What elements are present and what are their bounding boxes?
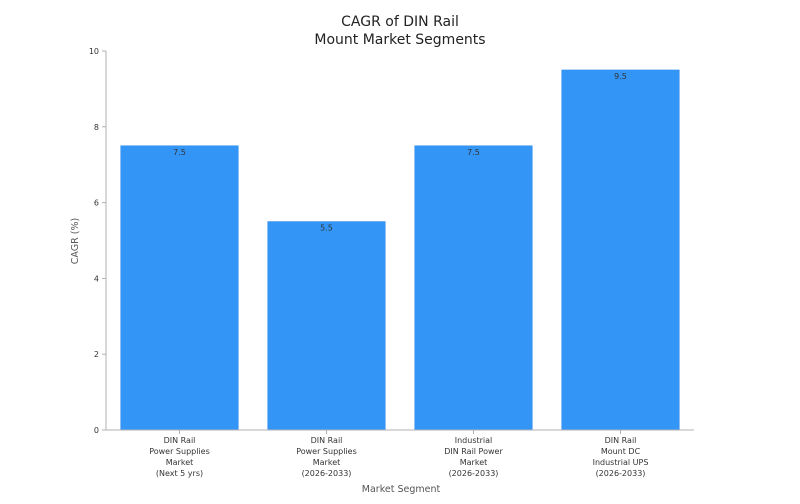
y-tick-label: 10	[89, 47, 99, 56]
x-axis-label: Market Segment	[362, 484, 441, 495]
x-tick-label: (2026-2033)	[596, 469, 646, 478]
x-tick-label: DIN Rail	[605, 436, 637, 445]
data-label: 7.5	[467, 148, 480, 157]
data-labels-group: 7.5 5.5 7.5 9.5	[173, 72, 627, 233]
data-label: 5.5	[320, 224, 333, 233]
x-tick-label: Industrial UPS	[593, 458, 649, 467]
x-tick-label: (2026-2033)	[449, 469, 499, 478]
chart-title-line-1: CAGR of DIN Rail	[341, 14, 459, 30]
x-tick-label: Mount DC	[601, 447, 641, 456]
x-tick-label: Power Supplies	[149, 447, 210, 456]
x-tick-label: (2026-2033)	[302, 469, 352, 478]
bar	[267, 221, 386, 431]
y-tick-label: 0	[94, 426, 99, 435]
x-tick-label: Industrial	[455, 436, 493, 445]
x-tick-label: Market	[313, 458, 341, 467]
bar	[120, 145, 239, 431]
x-tick-label: DIN Rail	[164, 436, 196, 445]
data-label: 9.5	[614, 72, 627, 81]
x-tick-label: Power Supplies	[296, 447, 357, 456]
y-tick-label: 6	[94, 199, 99, 208]
x-tick-label: (Next 5 yrs)	[156, 469, 203, 478]
y-tick-label: 8	[94, 123, 99, 132]
y-axis-ticks: 0 2 4 6 8 10	[89, 47, 106, 435]
bar	[414, 145, 533, 431]
y-axis-label: CAGR (%)	[70, 218, 81, 264]
x-tick-label: Market	[166, 458, 194, 467]
x-tick-label: DIN Rail Power	[444, 447, 503, 456]
chart-title-line-2: Mount Market Segments	[314, 32, 485, 48]
bars-group	[120, 69, 680, 431]
x-tick-label: DIN Rail	[311, 436, 343, 445]
y-tick-label: 2	[94, 350, 99, 359]
data-label: 7.5	[173, 148, 186, 157]
x-tick-label: Market	[460, 458, 488, 467]
bar	[561, 69, 680, 431]
y-tick-label: 4	[94, 274, 99, 283]
x-axis-category-labels: DIN Rail Power Supplies Market (Next 5 yrs)…	[149, 430, 648, 478]
